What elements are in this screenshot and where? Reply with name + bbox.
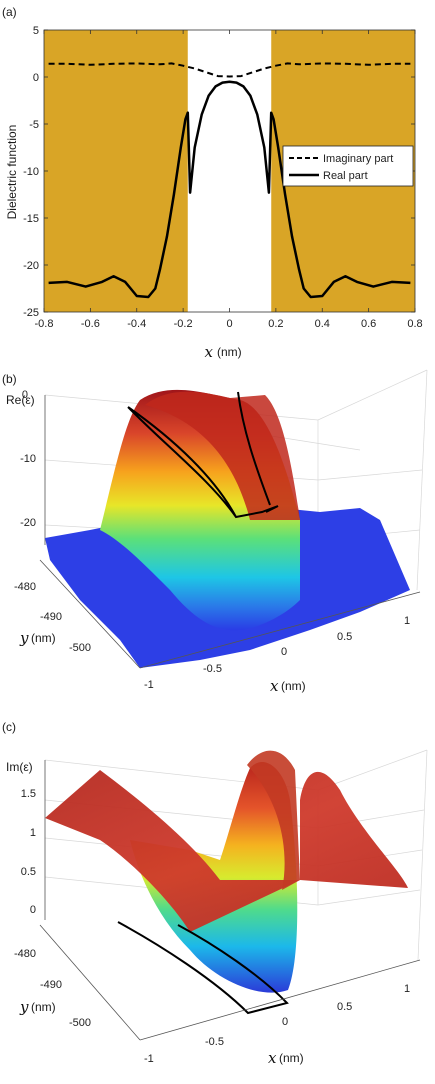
- panel-a: (a) -0.8 -0.6 -0.4 -0.2 0 0.2 0.4 0.6 0.8 5 0 -5 -10…: [2, 5, 423, 361]
- panel-a-x-axis-symbol: x: [205, 343, 214, 361]
- y-tick-label-4: -15: [23, 213, 39, 225]
- series-line-imaginary: [48, 62, 411, 78]
- c-surface-plane: [45, 770, 408, 932]
- legend-box: [282, 145, 414, 187]
- panel-a-y-axis-label: Dielectric function: [5, 125, 19, 220]
- b-zt-1: -10: [20, 453, 36, 465]
- c-x-symbol: x: [268, 1049, 277, 1067]
- c-right-vertical: [417, 749, 428, 961]
- c-yt-0: -480: [14, 948, 36, 960]
- panel-c-label: (c): [2, 720, 16, 734]
- x-tick-label-5: 0.2: [268, 318, 283, 330]
- c-xt-2: 0: [282, 1016, 288, 1028]
- panel-c-axes: [39, 924, 421, 1041]
- b-right-vertical: [416, 369, 428, 591]
- c-zt-2: 0.5: [21, 866, 36, 878]
- panel-b: (b) Re(ε) 0 -10 -20 -480: [2, 369, 428, 695]
- c-xt-1: -0.5: [205, 1036, 224, 1048]
- c-y-symbol: y: [19, 998, 29, 1016]
- b-xt-2: 0: [281, 646, 287, 658]
- b-zt-0: 0: [22, 389, 28, 401]
- x-tick-label-8: 0.8: [407, 318, 422, 330]
- b-xt-4: 1: [404, 615, 410, 627]
- panel-c-z-label: Im(ε): [6, 760, 33, 774]
- b-xt-1: -0.5: [203, 663, 222, 675]
- y-tick-label-6: -25: [23, 307, 39, 319]
- c-yt-2: -500: [69, 1017, 91, 1029]
- panel-b-z-label: Re(ε): [6, 393, 35, 407]
- x-tick-label-4: 0: [226, 318, 232, 330]
- legend-label-imaginary: Imaginary part: [323, 153, 393, 165]
- c-x-axis-line: [139, 959, 421, 1041]
- c-xt-0: -1: [144, 1053, 154, 1065]
- y-tick-label-2: -5: [29, 119, 39, 131]
- c-gridline-6: [317, 889, 421, 906]
- panel-b-label: (b): [2, 372, 17, 386]
- c-contour: [117, 921, 289, 1015]
- y-tick-label-3: -10: [23, 166, 39, 178]
- x-tick-label-3: -0.2: [174, 318, 193, 330]
- b-surface-top: [145, 391, 300, 520]
- c-xt-3: 0.5: [337, 1001, 352, 1013]
- panel-a-x-axis-unit: (nm): [217, 345, 242, 359]
- c-zt-1: 1: [30, 827, 36, 839]
- b-y-symbol: y: [19, 629, 29, 647]
- c-zt-0: 1.5: [21, 788, 36, 800]
- panel-a-label: (a): [2, 5, 17, 19]
- b-x-axis-line: [139, 591, 421, 669]
- b-yt-2: -500: [69, 642, 91, 654]
- b-yt-1: -490: [40, 611, 62, 623]
- c-surface-peak: [247, 750, 300, 890]
- series-line-real: [48, 80, 411, 299]
- panel-a-legend: Imaginary part Real part: [282, 145, 414, 187]
- legend-label-real: Real part: [323, 170, 368, 182]
- c-xt-4: 1: [404, 983, 410, 995]
- x-tick-label-1: -0.6: [81, 318, 100, 330]
- b-yt-0: -480: [14, 581, 36, 593]
- c-y-unit: (nm): [31, 1000, 56, 1014]
- b-y-unit: (nm): [31, 631, 56, 645]
- b-contour-left: [127, 406, 279, 519]
- b-gridline-2: [317, 469, 423, 481]
- x-tick-label-6: 0.4: [315, 318, 330, 330]
- b-y-axis-line: [39, 559, 141, 669]
- x-tick-label-0: -0.8: [35, 318, 54, 330]
- y-tick-label-0: 5: [33, 25, 39, 37]
- b-contour-right: [237, 391, 271, 506]
- b-zt-2: -20: [20, 517, 36, 529]
- b-xt-0: -1: [144, 679, 154, 691]
- y-tick-label-1: 0: [33, 72, 39, 84]
- b-xt-3: 0.5: [337, 631, 352, 643]
- y-tick-label-5: -20: [23, 260, 39, 272]
- c-x-unit: (nm): [279, 1051, 304, 1065]
- x-tick-label-7: 0.6: [361, 318, 376, 330]
- shaded-region-0: [44, 30, 188, 312]
- c-yt-1: -490: [40, 979, 62, 991]
- x-tick-label-2: -0.4: [127, 318, 146, 330]
- b-x-unit: (nm): [281, 679, 306, 693]
- panel-b-axes: [39, 559, 421, 669]
- c-zt-3: 0: [30, 904, 36, 916]
- panel-c: (c) Im(ε) 1.5 1 0.5 0 -480 -490: [2, 720, 428, 1067]
- b-x-symbol: x: [270, 677, 279, 695]
- c-y-axis-line: [39, 924, 141, 1041]
